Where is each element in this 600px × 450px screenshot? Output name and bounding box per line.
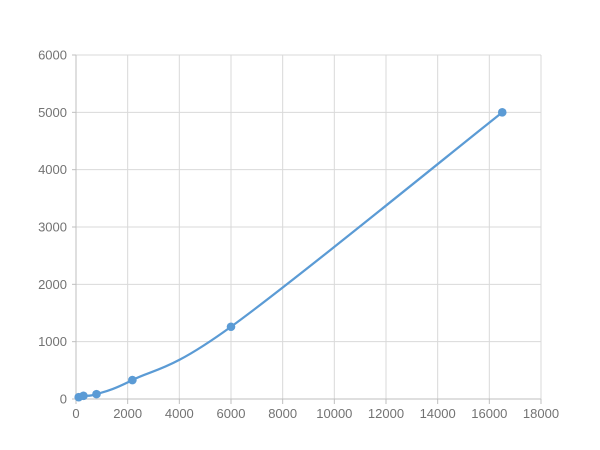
x-tick-label: 8000 xyxy=(268,406,297,421)
y-tick-label: 5000 xyxy=(38,105,67,120)
data-point xyxy=(497,108,507,117)
tick-labels: 0 2000 4000 6000 8000 10000 12000 14000 16000 180… xyxy=(38,48,559,422)
y-tick-label: 3000 xyxy=(38,220,67,235)
x-tick-label: 6000 xyxy=(217,406,246,421)
data-point xyxy=(226,322,236,332)
data-point xyxy=(92,389,101,399)
y-tick-label: 4000 xyxy=(38,162,67,177)
x-tick-label: 0 xyxy=(72,406,79,421)
x-tick-label: 10000 xyxy=(316,406,352,421)
axes xyxy=(72,54,542,404)
y-tick-label: 0 xyxy=(60,392,67,407)
x-tick-label: 4000 xyxy=(165,406,194,421)
y-tick-label: 1000 xyxy=(38,334,67,349)
x-tick-label: 16000 xyxy=(471,406,507,421)
x-tick-label: 2000 xyxy=(113,406,142,421)
data-point xyxy=(79,391,88,401)
y-tick-label: 6000 xyxy=(38,48,67,63)
y-tick-label: 2000 xyxy=(38,277,67,292)
data-point-markers xyxy=(74,108,507,402)
x-tick-label: 12000 xyxy=(368,406,404,421)
x-tick-label: 18000 xyxy=(523,406,559,421)
x-tick-label: 14000 xyxy=(420,406,456,421)
data-point xyxy=(128,375,137,385)
